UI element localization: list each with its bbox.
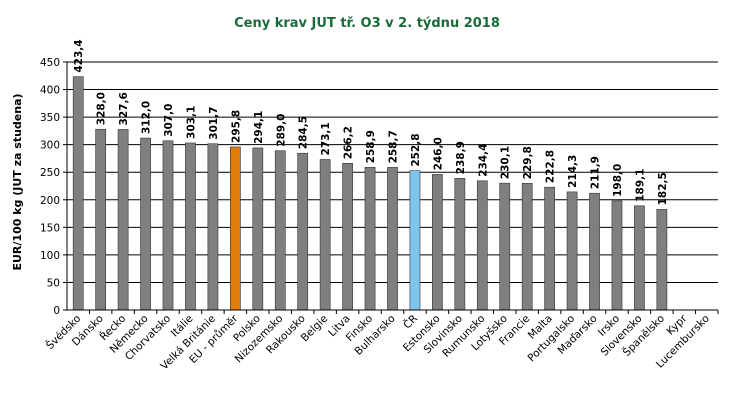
- y-tick-label: 350: [40, 112, 60, 124]
- bar: [544, 186, 555, 311]
- bar: [656, 209, 668, 311]
- x-axis-ticks: ŠvédskoDánskoŘeckoNěmeckoChorvatskoItáli…: [43, 310, 719, 372]
- bar: [207, 143, 219, 311]
- data-label: 182,5: [657, 172, 669, 205]
- data-label: 289,0: [275, 114, 287, 147]
- bar: [409, 170, 421, 311]
- bar: [185, 142, 196, 311]
- data-label: 238,9: [455, 141, 467, 174]
- data-label: 328,0: [96, 92, 108, 125]
- bar: [432, 174, 443, 311]
- bar: [230, 146, 241, 311]
- bar: [140, 137, 151, 311]
- data-label: 211,9: [590, 156, 602, 189]
- data-label: 294,1: [253, 111, 265, 144]
- data-label: 307,0: [163, 104, 175, 137]
- y-axis-label: EUR/100 kg (JUT za studena): [11, 93, 24, 270]
- y-tick-label: 100: [40, 250, 60, 262]
- data-label: 284,5: [298, 116, 310, 149]
- data-label: 327,6: [118, 92, 130, 125]
- bar: [589, 192, 600, 311]
- bar: [297, 152, 309, 311]
- data-label: 301,7: [208, 107, 220, 140]
- y-tick-label: 250: [40, 167, 60, 179]
- y-tick-label: 400: [40, 85, 60, 97]
- data-label: 258,7: [388, 130, 400, 163]
- data-label: 214,3: [567, 155, 579, 188]
- data-label: 295,8: [230, 110, 242, 143]
- y-tick-label: 150: [40, 222, 60, 234]
- data-label: 198,0: [612, 164, 624, 197]
- y-tick-label: 200: [40, 195, 60, 207]
- data-label: 312,0: [141, 101, 153, 134]
- bar: [634, 205, 645, 311]
- bar: [566, 191, 578, 311]
- bar: [521, 183, 533, 311]
- bar: [319, 159, 331, 311]
- bar: [252, 147, 264, 311]
- data-label: 222,8: [545, 150, 557, 183]
- data-label: 423,4: [73, 39, 85, 72]
- data-label: 303,1: [185, 106, 197, 139]
- data-label: 252,8: [410, 133, 422, 166]
- bar: [117, 129, 129, 311]
- bar: [476, 180, 488, 311]
- data-label: 189,1: [634, 169, 646, 202]
- data-label: 234,4: [477, 144, 489, 177]
- data-label: 258,9: [365, 130, 377, 163]
- y-axis-ticks: 0 50 100 150 200 250 300 350 400 450: [40, 57, 68, 317]
- data-label: 229,8: [522, 146, 534, 179]
- bars: [72, 76, 668, 311]
- y-tick-label: 50: [47, 277, 60, 289]
- bar: [499, 182, 511, 311]
- data-labels: 423,4 328,0 327,6 312,0 307,0 303,1 301,7 295,8…: [73, 39, 669, 205]
- chart-title: Ceny krav JUT tř. O3 v 2. týdnu 2018: [234, 16, 500, 31]
- y-tick-label: 0: [53, 305, 60, 317]
- y-tick-label: 450: [40, 57, 60, 69]
- bar: [342, 162, 353, 311]
- bar: [387, 167, 398, 311]
- bar: [364, 167, 376, 311]
- bar: [611, 200, 623, 311]
- data-label: 266,2: [343, 126, 355, 159]
- bar: [72, 76, 84, 311]
- bar: [95, 128, 107, 311]
- bar: [454, 178, 466, 311]
- bar: [162, 140, 174, 311]
- y-tick-label: 300: [40, 140, 60, 152]
- data-label: 273,1: [320, 122, 332, 155]
- data-label: 246,0: [432, 137, 444, 170]
- data-label: 230,1: [500, 146, 512, 179]
- bar: [274, 150, 286, 311]
